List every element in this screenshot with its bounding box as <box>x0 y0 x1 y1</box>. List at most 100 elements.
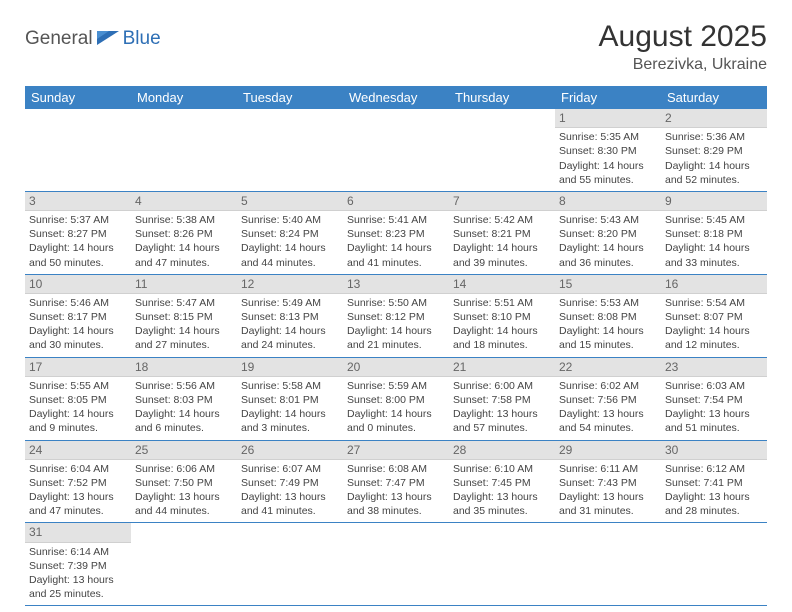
day-details: Sunrise: 6:12 AMSunset: 7:41 PMDaylight:… <box>661 460 767 523</box>
sunrise-line: Sunrise: 6:06 AM <box>135 462 233 476</box>
sunrise-line: Sunrise: 5:45 AM <box>665 213 763 227</box>
calendar-day-cell: 2Sunrise: 5:36 AMSunset: 8:29 PMDaylight… <box>661 109 767 191</box>
daylight-line: Daylight: 14 hours and 39 minutes. <box>453 241 551 269</box>
sunset-line: Sunset: 7:49 PM <box>241 476 339 490</box>
day-number: 28 <box>449 441 555 460</box>
calendar-body: 1Sunrise: 5:35 AMSunset: 8:30 PMDaylight… <box>25 109 767 606</box>
calendar-day-cell: 26Sunrise: 6:07 AMSunset: 7:49 PMDayligh… <box>237 440 343 523</box>
daylight-line: Daylight: 14 hours and 18 minutes. <box>453 324 551 352</box>
sunset-line: Sunset: 7:47 PM <box>347 476 445 490</box>
sunset-line: Sunset: 8:21 PM <box>453 227 551 241</box>
day-details: Sunrise: 5:56 AMSunset: 8:03 PMDaylight:… <box>131 377 237 440</box>
day-number: 17 <box>25 358 131 377</box>
calendar-day-cell: 27Sunrise: 6:08 AMSunset: 7:47 PMDayligh… <box>343 440 449 523</box>
calendar-day-cell: 17Sunrise: 5:55 AMSunset: 8:05 PMDayligh… <box>25 357 131 440</box>
calendar-day-cell: 14Sunrise: 5:51 AMSunset: 8:10 PMDayligh… <box>449 274 555 357</box>
calendar-day-cell: 24Sunrise: 6:04 AMSunset: 7:52 PMDayligh… <box>25 440 131 523</box>
sunset-line: Sunset: 7:50 PM <box>135 476 233 490</box>
sunset-line: Sunset: 7:54 PM <box>665 393 763 407</box>
weekday-header: Monday <box>131 86 237 109</box>
day-number: 20 <box>343 358 449 377</box>
calendar-day-cell: 9Sunrise: 5:45 AMSunset: 8:18 PMDaylight… <box>661 191 767 274</box>
daylight-line: Daylight: 14 hours and 3 minutes. <box>241 407 339 435</box>
calendar-day-cell: 15Sunrise: 5:53 AMSunset: 8:08 PMDayligh… <box>555 274 661 357</box>
daylight-line: Daylight: 14 hours and 47 minutes. <box>135 241 233 269</box>
sunrise-line: Sunrise: 5:55 AM <box>29 379 127 393</box>
day-details: Sunrise: 5:55 AMSunset: 8:05 PMDaylight:… <box>25 377 131 440</box>
sunrise-line: Sunrise: 6:00 AM <box>453 379 551 393</box>
calendar-day-cell: 29Sunrise: 6:11 AMSunset: 7:43 PMDayligh… <box>555 440 661 523</box>
sunset-line: Sunset: 8:12 PM <box>347 310 445 324</box>
daylight-line: Daylight: 13 hours and 44 minutes. <box>135 490 233 518</box>
sunset-line: Sunset: 7:52 PM <box>29 476 127 490</box>
sunrise-line: Sunrise: 5:59 AM <box>347 379 445 393</box>
weekday-header: Tuesday <box>237 86 343 109</box>
day-number: 31 <box>25 523 131 542</box>
day-details: Sunrise: 5:38 AMSunset: 8:26 PMDaylight:… <box>131 211 237 274</box>
sunrise-line: Sunrise: 6:14 AM <box>29 545 127 559</box>
day-number: 27 <box>343 441 449 460</box>
weekday-header: Wednesday <box>343 86 449 109</box>
calendar-empty-cell <box>237 109 343 191</box>
sunset-line: Sunset: 8:23 PM <box>347 227 445 241</box>
daylight-line: Daylight: 13 hours and 57 minutes. <box>453 407 551 435</box>
day-details: Sunrise: 6:14 AMSunset: 7:39 PMDaylight:… <box>25 543 131 606</box>
day-number: 16 <box>661 275 767 294</box>
day-details: Sunrise: 6:07 AMSunset: 7:49 PMDaylight:… <box>237 460 343 523</box>
sunset-line: Sunset: 8:20 PM <box>559 227 657 241</box>
calendar: SundayMondayTuesdayWednesdayThursdayFrid… <box>25 86 767 606</box>
day-details: Sunrise: 5:43 AMSunset: 8:20 PMDaylight:… <box>555 211 661 274</box>
calendar-week-row: 17Sunrise: 5:55 AMSunset: 8:05 PMDayligh… <box>25 357 767 440</box>
calendar-day-cell: 4Sunrise: 5:38 AMSunset: 8:26 PMDaylight… <box>131 191 237 274</box>
day-number: 6 <box>343 192 449 211</box>
weekday-header: Thursday <box>449 86 555 109</box>
daylight-line: Daylight: 14 hours and 50 minutes. <box>29 241 127 269</box>
daylight-line: Daylight: 14 hours and 9 minutes. <box>29 407 127 435</box>
calendar-week-row: 3Sunrise: 5:37 AMSunset: 8:27 PMDaylight… <box>25 191 767 274</box>
calendar-day-cell: 8Sunrise: 5:43 AMSunset: 8:20 PMDaylight… <box>555 191 661 274</box>
logo-text-general: General <box>25 28 93 50</box>
day-details: Sunrise: 5:35 AMSunset: 8:30 PMDaylight:… <box>555 128 661 191</box>
calendar-empty-cell <box>131 523 237 606</box>
sunset-line: Sunset: 8:30 PM <box>559 144 657 158</box>
sunrise-line: Sunrise: 5:54 AM <box>665 296 763 310</box>
day-details: Sunrise: 5:47 AMSunset: 8:15 PMDaylight:… <box>131 294 237 357</box>
calendar-empty-cell <box>131 109 237 191</box>
sunrise-line: Sunrise: 5:46 AM <box>29 296 127 310</box>
daylight-line: Daylight: 13 hours and 31 minutes. <box>559 490 657 518</box>
calendar-day-cell: 1Sunrise: 5:35 AMSunset: 8:30 PMDaylight… <box>555 109 661 191</box>
calendar-day-cell: 30Sunrise: 6:12 AMSunset: 7:41 PMDayligh… <box>661 440 767 523</box>
daylight-line: Daylight: 14 hours and 24 minutes. <box>241 324 339 352</box>
day-number: 8 <box>555 192 661 211</box>
daylight-line: Daylight: 14 hours and 15 minutes. <box>559 324 657 352</box>
calendar-day-cell: 5Sunrise: 5:40 AMSunset: 8:24 PMDaylight… <box>237 191 343 274</box>
location: Berezivka, Ukraine <box>599 56 767 74</box>
sunrise-line: Sunrise: 5:53 AM <box>559 296 657 310</box>
day-number: 19 <box>237 358 343 377</box>
day-number: 26 <box>237 441 343 460</box>
calendar-day-cell: 22Sunrise: 6:02 AMSunset: 7:56 PMDayligh… <box>555 357 661 440</box>
day-details: Sunrise: 5:53 AMSunset: 8:08 PMDaylight:… <box>555 294 661 357</box>
calendar-empty-cell <box>237 523 343 606</box>
calendar-day-cell: 10Sunrise: 5:46 AMSunset: 8:17 PMDayligh… <box>25 274 131 357</box>
calendar-empty-cell <box>555 523 661 606</box>
day-details: Sunrise: 5:37 AMSunset: 8:27 PMDaylight:… <box>25 211 131 274</box>
day-details: Sunrise: 6:00 AMSunset: 7:58 PMDaylight:… <box>449 377 555 440</box>
sunset-line: Sunset: 8:03 PM <box>135 393 233 407</box>
day-number: 11 <box>131 275 237 294</box>
day-details: Sunrise: 5:49 AMSunset: 8:13 PMDaylight:… <box>237 294 343 357</box>
sunset-line: Sunset: 7:39 PM <box>29 559 127 573</box>
day-number: 1 <box>555 109 661 128</box>
calendar-empty-cell <box>343 109 449 191</box>
day-number: 22 <box>555 358 661 377</box>
sunrise-line: Sunrise: 6:07 AM <box>241 462 339 476</box>
calendar-week-row: 1Sunrise: 5:35 AMSunset: 8:30 PMDaylight… <box>25 109 767 191</box>
sunrise-line: Sunrise: 6:10 AM <box>453 462 551 476</box>
sunrise-line: Sunrise: 5:38 AM <box>135 213 233 227</box>
day-details: Sunrise: 6:06 AMSunset: 7:50 PMDaylight:… <box>131 460 237 523</box>
day-details: Sunrise: 5:40 AMSunset: 8:24 PMDaylight:… <box>237 211 343 274</box>
day-number: 21 <box>449 358 555 377</box>
calendar-week-row: 31Sunrise: 6:14 AMSunset: 7:39 PMDayligh… <box>25 523 767 606</box>
daylight-line: Daylight: 14 hours and 27 minutes. <box>135 324 233 352</box>
day-details: Sunrise: 5:54 AMSunset: 8:07 PMDaylight:… <box>661 294 767 357</box>
